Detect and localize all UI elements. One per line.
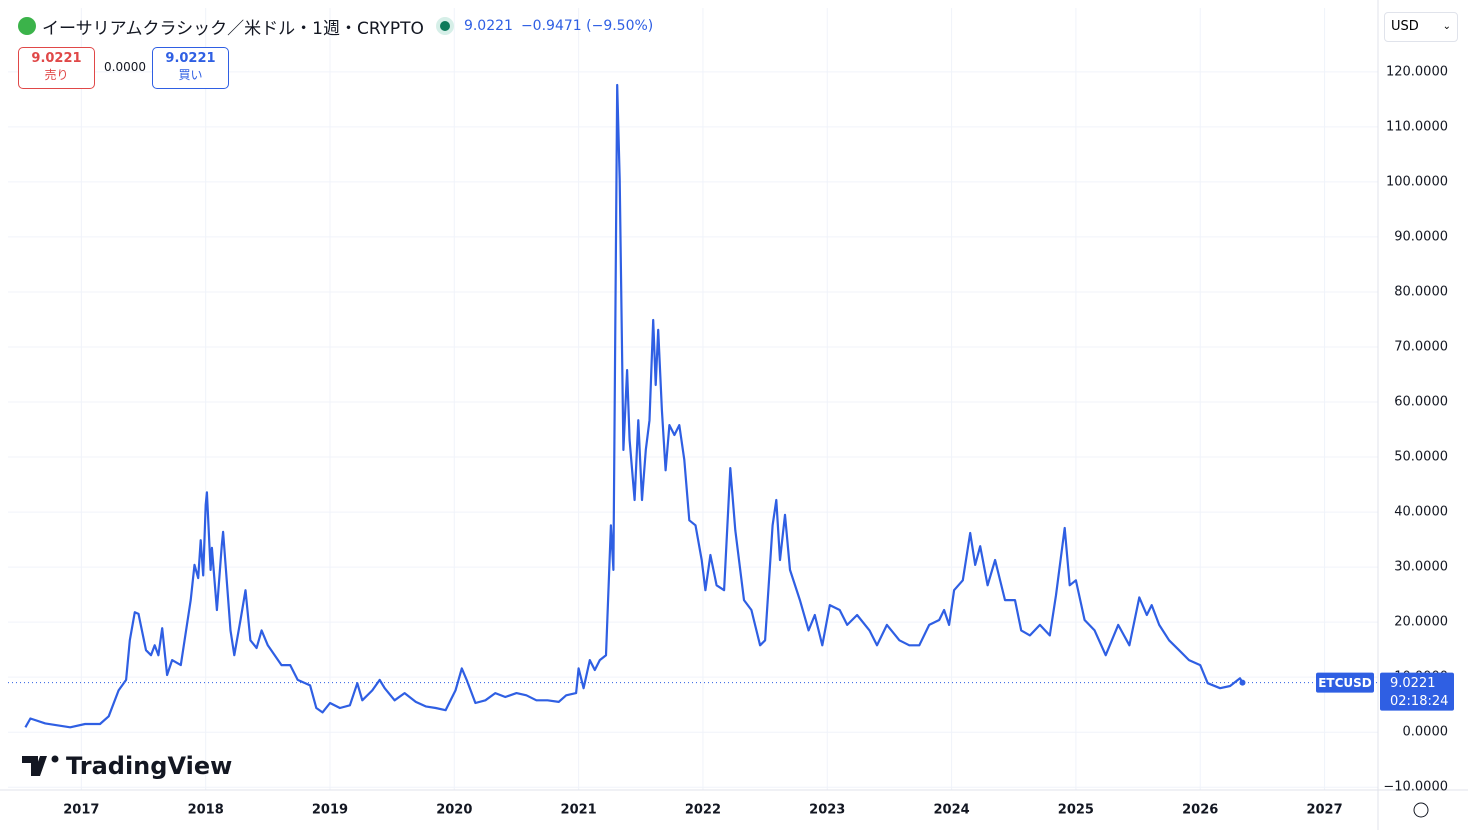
price-tag [1380, 672, 1454, 711]
x-tick-label: 2018 [188, 803, 224, 818]
x-tick-label: 2025 [1058, 803, 1094, 818]
dropdown-arrow: ⌄ [1442, 21, 1451, 32]
x-tick-label: 2023 [809, 803, 845, 818]
y-tick-label: 40.0000 [1394, 505, 1448, 520]
last-point [1239, 679, 1246, 686]
logo-icon [22, 756, 47, 776]
x-tick-label: 2017 [63, 803, 99, 818]
y-tick-label: 20.0000 [1394, 615, 1448, 630]
sell-button[interactable]: 9.0221 売り [18, 47, 95, 89]
grid [8, 8, 1378, 790]
logo-dot [51, 755, 59, 763]
symbol-title: イーサリアムクラシック／米ドル・1週・CRYPTO [42, 18, 424, 39]
plot [8, 83, 1378, 729]
y-tick-label: 110.0000 [1386, 119, 1448, 134]
sell-price: 9.0221 [31, 51, 82, 66]
spread: 0.0000 [104, 60, 146, 74]
last-price: 9.0221 [463, 18, 513, 34]
x-tick-label: 2027 [1306, 803, 1342, 818]
x-tick-label: 2022 [685, 803, 721, 818]
price-tag-countdown: 02:18:24 [1390, 694, 1448, 709]
y-tick-label: 0.0000 [1403, 725, 1449, 740]
status-dot [439, 21, 450, 31]
x-tick-label: 2019 [312, 803, 348, 818]
y-tick-label: 90.0000 [1394, 229, 1448, 244]
logo: TradingView [22, 752, 232, 780]
sell-label: 売り [44, 68, 69, 82]
x-tick-label: 2024 [933, 803, 969, 818]
price-tag-value: 9.0221 [1390, 676, 1436, 691]
symbol-tag-text: ETCUSD [1318, 676, 1372, 690]
y-tick-label: 80.0000 [1394, 284, 1448, 299]
y-tick-label: 50.0000 [1394, 450, 1448, 465]
y-tick-label: 100.0000 [1386, 174, 1448, 189]
settings-icon[interactable] [1413, 802, 1429, 818]
buy-label: 買い [178, 68, 203, 82]
y-tick-label: 70.0000 [1394, 339, 1448, 354]
logo-text: TradingView [66, 752, 232, 780]
currency: USD [1391, 19, 1419, 34]
currency-select[interactable]: USD ⌄ [1384, 12, 1458, 42]
x-tick-label: 2020 [436, 803, 472, 818]
y-tick-label: 30.0000 [1394, 560, 1448, 575]
buy-button[interactable]: 9.0221 買い [152, 47, 229, 89]
header: イーサリアムクラシック／米ドル・1週・CRYPTO 9.0221 −0.9471… [18, 14, 654, 39]
symbol-tag [1316, 672, 1374, 693]
y-tick-label: 120.0000 [1386, 64, 1448, 79]
y-tick-label: −10.0000 [1383, 780, 1448, 795]
price-line [24, 83, 1244, 729]
x-tick-label: 2026 [1182, 803, 1218, 818]
coin-icon [18, 17, 36, 35]
price-change: −0.9471 (−9.50%) [520, 18, 654, 34]
y-tick-label: 60.0000 [1394, 395, 1448, 410]
x-tick-label: 2021 [561, 803, 597, 818]
buy-price: 9.0221 [165, 51, 216, 66]
